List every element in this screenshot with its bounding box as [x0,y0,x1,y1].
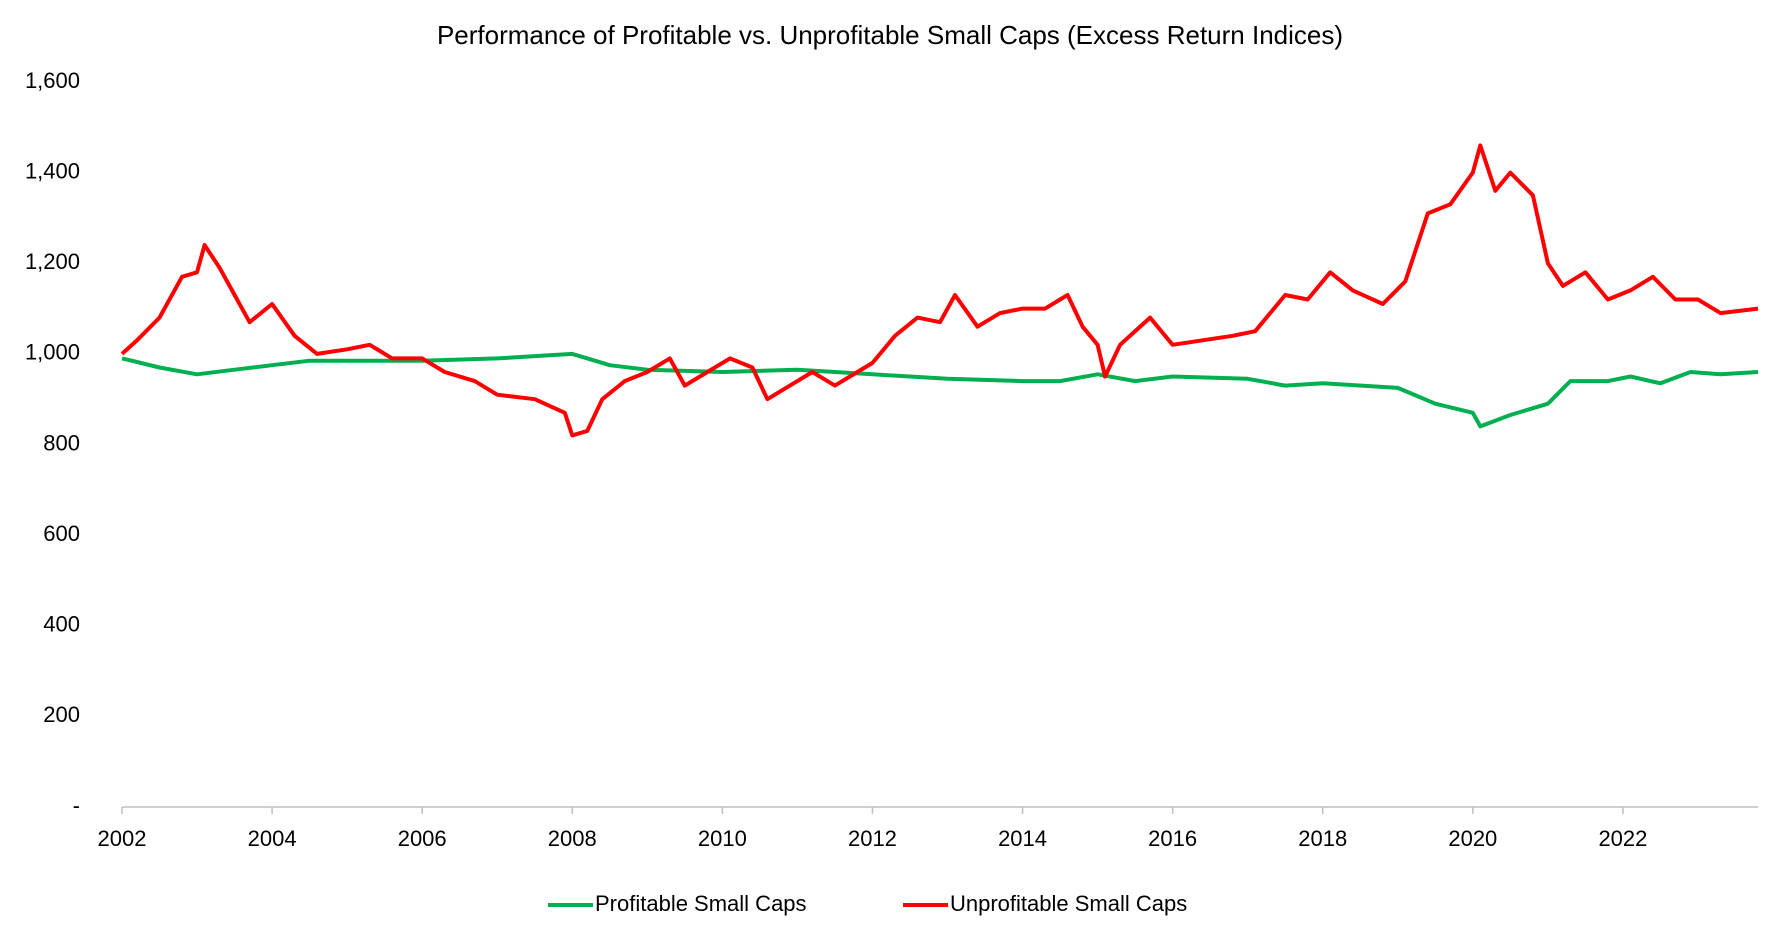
y-tick-label: 1,200 [25,249,80,274]
x-tick-label: 2002 [98,826,147,851]
x-tick-label: 2004 [248,826,297,851]
legend-label: Profitable Small Caps [595,891,807,916]
x-tick-label: 2010 [698,826,747,851]
y-tick-label: - [73,793,80,818]
y-tick-label: 600 [43,521,80,546]
legend-label: Unprofitable Small Caps [950,891,1187,916]
chart-title: Performance of Profitable vs. Unprofitab… [437,20,1343,50]
y-tick-label: 400 [43,612,80,637]
y-tick-label: 1,600 [25,68,80,93]
y-tick-label: 1,400 [25,158,80,183]
x-tick-label: 2008 [548,826,597,851]
x-tick-label: 2020 [1448,826,1497,851]
x-tick-label: 2014 [998,826,1047,851]
x-tick-label: 2012 [848,826,897,851]
x-tick-label: 2016 [1148,826,1197,851]
x-tick-label: 2006 [398,826,447,851]
y-tick-label: 800 [43,430,80,455]
x-tick-label: 2022 [1598,826,1647,851]
series-line [120,143,1759,438]
series-line [121,351,1759,429]
x-tick-label: 2018 [1298,826,1347,851]
y-tick-label: 1,000 [25,340,80,365]
y-tick-label: 200 [43,702,80,727]
